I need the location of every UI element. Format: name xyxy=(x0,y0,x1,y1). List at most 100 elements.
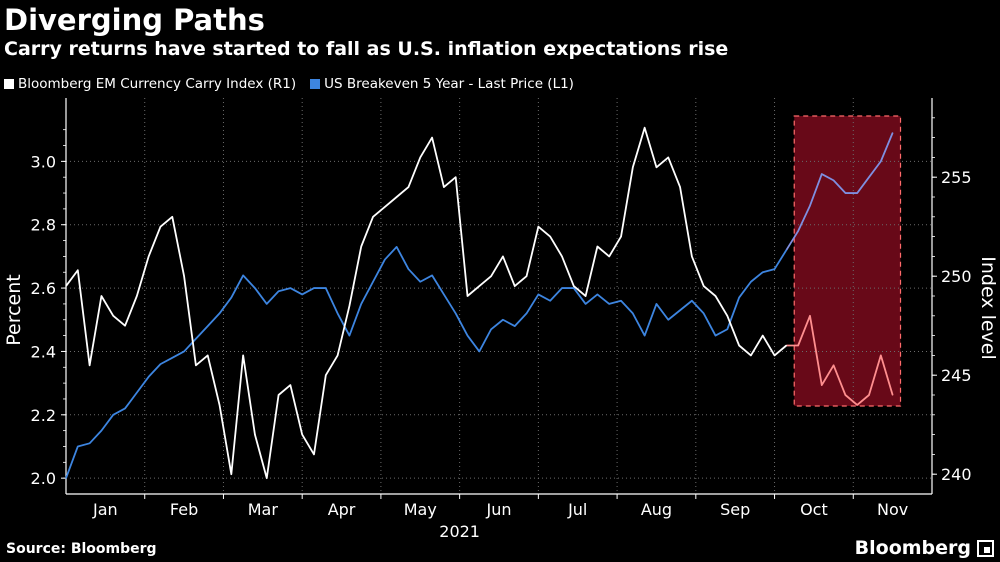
carry-index-line-point xyxy=(620,236,622,238)
carry-index-line-point xyxy=(585,295,587,297)
legend-item-carry-index: Bloomberg EM Currency Carry Index (R1) xyxy=(4,76,296,92)
breakeven-line-point xyxy=(89,442,91,444)
right-tick-label: 250 xyxy=(941,267,972,286)
breakeven-line-point xyxy=(348,335,351,337)
breakeven-line xyxy=(65,245,788,479)
breakeven-line-point xyxy=(573,287,575,289)
carry-index-line-point xyxy=(892,394,894,396)
carry-index-line-point xyxy=(655,166,658,168)
right-tick-label: 240 xyxy=(941,465,972,484)
carry-index-line-point xyxy=(65,285,67,287)
breakeven-line-point xyxy=(372,281,374,283)
carry-index-line-point xyxy=(266,477,268,479)
breakeven-line-point xyxy=(490,328,492,330)
breakeven-line-point xyxy=(655,303,658,305)
legend-swatch-breakeven xyxy=(310,79,321,89)
carry-index-line-point xyxy=(254,434,256,436)
carry-index-line-point xyxy=(337,354,339,356)
carry-index-line-point xyxy=(821,384,823,386)
left-tick-label: 2.6 xyxy=(31,279,56,298)
breakeven-line-point xyxy=(892,132,894,134)
breakeven-line-point xyxy=(112,414,114,416)
breakeven-line-point xyxy=(218,312,221,315)
left-tick-label: 3.0 xyxy=(31,152,56,171)
breakeven-line-point xyxy=(455,312,457,315)
carry-index-line-point xyxy=(868,394,870,396)
breakeven-line-highlighted xyxy=(785,132,894,251)
carry-index-line-point xyxy=(348,305,351,307)
brand-logo: Bloomberg xyxy=(855,537,994,559)
chart-title: Diverging Paths xyxy=(4,3,265,37)
carry-index-line-point xyxy=(856,404,858,406)
x-tick-label: Jan xyxy=(92,500,118,519)
carry-index-line-point xyxy=(407,186,410,188)
carry-index-line-point xyxy=(703,285,705,287)
carry-index-line-point xyxy=(124,325,126,327)
carry-index-line-point xyxy=(762,335,764,337)
breakeven-line-point xyxy=(313,287,315,289)
x-tick-label: Nov xyxy=(877,500,908,519)
carry-index-line-highlighted xyxy=(786,314,894,406)
right-tick-label: 255 xyxy=(941,168,972,187)
x-tick-label: Jun xyxy=(486,500,512,519)
carry-index-line-point xyxy=(525,275,528,277)
breakeven-line-point xyxy=(832,179,835,181)
carry-index-line-point xyxy=(797,344,799,347)
breakeven-line-point xyxy=(537,293,539,296)
x-tick-label: Oct xyxy=(800,500,828,519)
carry-index-line-point xyxy=(183,275,185,277)
right-axis-title: Index level xyxy=(977,256,999,360)
breakeven-line-point xyxy=(785,249,787,251)
breakeven-line-point xyxy=(207,325,209,327)
carry-index-line-point xyxy=(171,216,173,218)
x-tick-label: Feb xyxy=(170,500,198,519)
carry-index-line-point xyxy=(466,295,469,297)
carry-index-line xyxy=(65,126,787,480)
breakeven-line-point xyxy=(738,296,740,299)
breakeven-line-point xyxy=(407,268,410,270)
chart-subtitle: Carry returns have started to fall as U.… xyxy=(4,38,729,60)
source-note: Source: Bloomberg xyxy=(6,541,157,557)
breakeven-line-point xyxy=(148,376,150,378)
breakeven-line-point xyxy=(277,290,280,292)
carry-index-line-point xyxy=(89,364,91,366)
left-tick-label: 2.8 xyxy=(31,216,56,235)
breakeven-line-point xyxy=(667,319,669,321)
carry-index-line-point xyxy=(573,285,575,287)
carry-index-line-point xyxy=(502,255,504,257)
breakeven-line-point xyxy=(608,303,610,305)
brand-name: Bloomberg xyxy=(854,537,971,559)
breakeven-line-point xyxy=(762,271,764,273)
breakeven-line-point xyxy=(301,293,303,296)
left-tick-label: 2.0 xyxy=(31,469,56,488)
carry-index-line-point xyxy=(431,137,433,139)
carry-index-line-point xyxy=(443,186,445,188)
breakeven-line-point xyxy=(514,325,516,327)
carry-index-line-point xyxy=(360,245,362,248)
carry-index-line-point xyxy=(691,255,693,257)
carry-index-line-point xyxy=(148,255,150,257)
breakeven-line-point xyxy=(384,258,386,261)
left-tick-label: 2.2 xyxy=(31,406,56,425)
breakeven-line-point xyxy=(844,192,847,194)
carry-index-line-point xyxy=(242,354,244,356)
carry-index-line-point xyxy=(726,315,728,317)
carry-index-line-point xyxy=(667,156,669,158)
carry-index-line-point xyxy=(277,394,280,396)
carry-index-line-point xyxy=(880,354,882,356)
breakeven-line-point xyxy=(478,350,480,353)
carry-index-line-point xyxy=(455,176,457,178)
breakeven-line-point xyxy=(525,312,528,315)
x-tick-label: Aug xyxy=(641,500,672,519)
breakeven-line-point xyxy=(714,335,717,337)
breakeven-line-point xyxy=(691,300,693,302)
breakeven-line-point xyxy=(679,309,681,311)
breakeven-line-point xyxy=(289,287,291,289)
carry-index-line-point xyxy=(325,374,327,376)
carry-index-line-point xyxy=(514,285,516,287)
breakeven-line-point xyxy=(124,407,126,410)
breakeven-line-point xyxy=(100,430,103,432)
carry-index-line-point xyxy=(490,275,492,277)
carry-index-line-point xyxy=(844,394,847,396)
x-tick-label: Mar xyxy=(248,500,279,519)
